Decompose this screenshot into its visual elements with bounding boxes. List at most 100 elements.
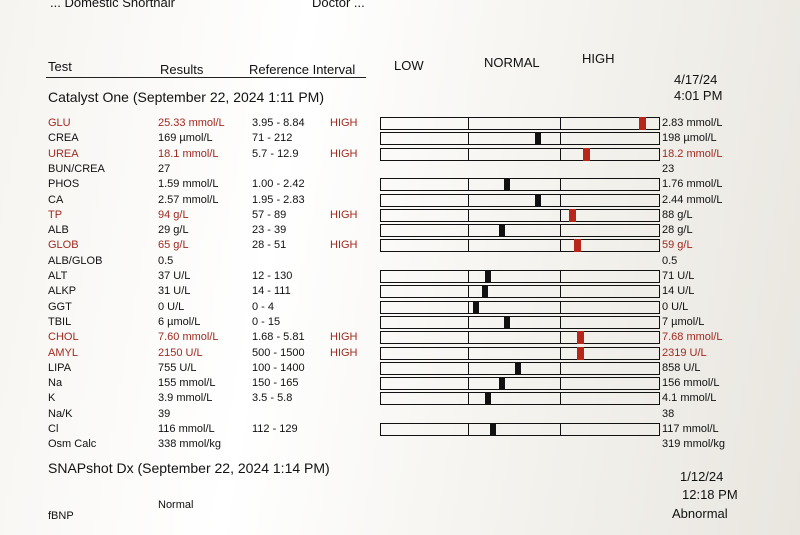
prev-time-2: 12:18 PM xyxy=(682,487,738,502)
previous-result: 117 mmol/L xyxy=(662,423,719,435)
high-flag: HIGH xyxy=(330,117,358,129)
high-flag: HIGH xyxy=(330,239,358,252)
range-marker xyxy=(484,270,491,283)
test-result: 755 U/L xyxy=(158,361,197,374)
range-divider-low xyxy=(467,362,469,374)
previous-result: 28 g/L xyxy=(662,224,693,237)
col-header-results: Results xyxy=(160,62,204,77)
previous-result: 14 U/L xyxy=(662,285,695,298)
test-name: Na/K xyxy=(48,407,73,420)
test-result: 1.59 mmol/L xyxy=(158,178,219,191)
range-bar xyxy=(380,300,660,314)
reference-interval: 14 - 111 xyxy=(252,285,291,298)
test-name: CREA xyxy=(48,132,79,145)
test-result: 65 g/L xyxy=(158,239,189,252)
reference-interval: 1.00 - 2.42 xyxy=(252,178,305,191)
test-result: 94 g/L xyxy=(158,208,189,221)
test-result: 31 U/L xyxy=(158,285,191,298)
range-divider-low xyxy=(467,378,469,390)
reference-interval: 112 - 129 xyxy=(252,423,298,435)
test-name: ALT xyxy=(48,270,68,282)
range-divider-low xyxy=(467,209,469,221)
reference-interval: 0 - 15 xyxy=(252,315,281,328)
range-bar xyxy=(380,331,660,345)
reference-interval: 57 - 89 xyxy=(252,208,287,221)
patient-species-header: ... Domestic Shorthair xyxy=(50,0,175,10)
range-divider-low xyxy=(467,332,469,344)
test-result: 29 g/L xyxy=(158,224,189,237)
test-result: 6 µmol/L xyxy=(158,315,201,328)
range-bar xyxy=(380,285,660,299)
range-bar xyxy=(380,315,660,329)
previous-result: 38 xyxy=(662,407,675,420)
test-name: Cl xyxy=(48,423,59,435)
previous-result: 198 µmol/L xyxy=(662,132,717,145)
test-result: 338 mmol/kg xyxy=(158,438,221,451)
range-divider-high xyxy=(560,286,562,298)
test-name: Na xyxy=(48,377,63,390)
reference-interval: 28 - 51 xyxy=(252,239,287,252)
reference-interval: 1.95 - 2.83 xyxy=(252,193,305,206)
header-underline xyxy=(46,77,366,78)
range-marker xyxy=(577,331,584,345)
reference-interval: 1.68 - 5.81 xyxy=(252,331,305,344)
test-result: 2.57 mmol/L xyxy=(158,193,219,206)
range-divider-high xyxy=(560,271,562,282)
test-name: TBIL xyxy=(48,315,72,328)
previous-result: 4.1 mmol/L xyxy=(662,392,717,405)
range-bar xyxy=(380,392,660,406)
test-name: TP xyxy=(48,208,63,221)
test-name: GLOB xyxy=(48,239,79,252)
section-title-snapshot: SNAPshot Dx (September 22, 2024 1:14 PM) xyxy=(48,460,330,476)
range-divider-high xyxy=(560,194,562,206)
test-result: 155 mmol/L xyxy=(158,377,216,390)
range-divider-low xyxy=(467,424,469,435)
previous-result: 1.76 mmol/L xyxy=(662,178,723,191)
range-divider-low xyxy=(467,393,469,405)
previous-result: 858 U/L xyxy=(662,361,701,374)
previous-result: 71 U/L xyxy=(662,270,695,282)
test-result: 2150 U/L xyxy=(158,346,203,359)
test-name: CA xyxy=(48,193,64,206)
range-marker xyxy=(582,147,590,161)
test-result: 0 U/L xyxy=(158,300,185,313)
doctor-header: Doctor ... xyxy=(312,0,365,10)
range-bar xyxy=(380,193,660,207)
range-marker xyxy=(490,423,497,436)
reference-interval: 12 - 130 xyxy=(252,270,293,282)
test-name: BUN/CREA xyxy=(48,162,105,175)
test-result: 18.1 mmol/L xyxy=(158,147,219,160)
test-name: Osm Calc xyxy=(48,438,97,451)
range-divider-high xyxy=(560,225,562,237)
range-divider-low xyxy=(467,301,469,313)
reference-interval: 150 - 165 xyxy=(252,377,299,390)
test-result: 169 µmol/L xyxy=(158,132,213,145)
range-divider-high xyxy=(560,424,562,435)
previous-result: 156 mmol/L xyxy=(662,377,720,390)
range-bar xyxy=(380,346,660,360)
reference-interval: 3.95 - 8.84 xyxy=(252,117,305,129)
snap-test-name: fBNP xyxy=(48,510,74,522)
range-divider-low xyxy=(467,240,469,252)
col-header-normal: NORMAL xyxy=(484,55,540,70)
range-bar xyxy=(380,270,660,283)
range-marker xyxy=(638,117,646,130)
high-flag: HIGH xyxy=(330,346,358,359)
reference-interval: 0 - 4 xyxy=(252,300,275,313)
test-name: PHOS xyxy=(48,178,80,191)
range-marker xyxy=(535,132,541,146)
previous-result: 88 g/L xyxy=(662,208,693,221)
previous-result: 59 g/L xyxy=(662,239,693,252)
previous-result: 319 mmol/kg xyxy=(662,438,725,451)
range-divider-high xyxy=(560,362,562,374)
previous-result: 2.83 mmol/L xyxy=(662,117,723,129)
test-name: AMYL xyxy=(48,346,78,359)
range-divider-high xyxy=(560,347,562,359)
range-bar xyxy=(380,178,660,192)
test-name: ALKP xyxy=(48,285,77,298)
range-marker xyxy=(498,377,505,391)
reference-interval: 5.7 - 12.9 xyxy=(252,147,299,160)
previous-result: 7 µmol/L xyxy=(662,315,705,328)
previous-result: 7.68 mmol/L xyxy=(662,331,723,344)
test-name: ALB xyxy=(48,224,69,237)
